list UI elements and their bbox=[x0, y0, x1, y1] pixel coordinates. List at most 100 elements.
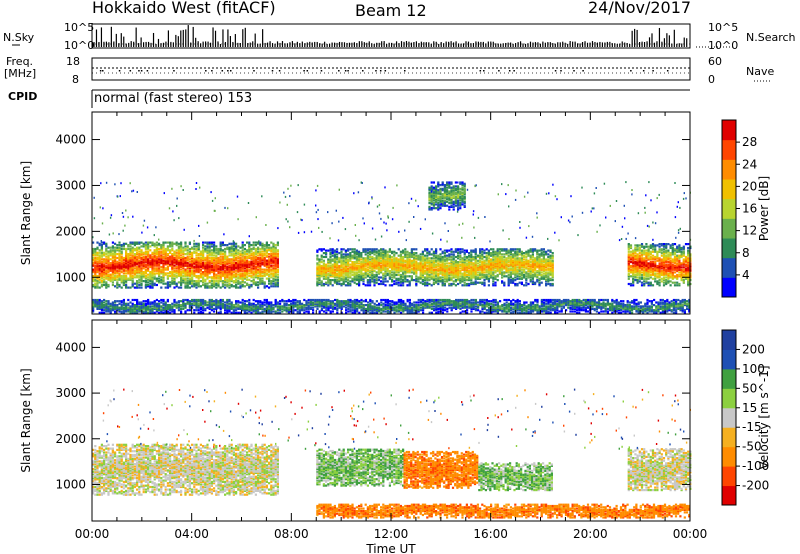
rti-cell bbox=[215, 256, 218, 260]
rti-cell bbox=[408, 275, 411, 278]
rti-cell bbox=[186, 285, 189, 288]
rti-cell bbox=[333, 270, 336, 273]
nave-dot bbox=[554, 70, 557, 72]
rti-cell bbox=[166, 256, 169, 260]
rti-cell bbox=[125, 256, 128, 260]
rti-cell bbox=[344, 272, 347, 275]
rti-cell bbox=[270, 249, 273, 252]
rti-cell bbox=[173, 253, 176, 256]
rti-cell bbox=[96, 254, 99, 257]
rti-cell bbox=[514, 250, 517, 253]
rti-cell bbox=[393, 250, 396, 253]
rti-cell bbox=[250, 254, 253, 257]
rti-cell bbox=[397, 262, 400, 265]
rti-cell bbox=[640, 243, 644, 246]
rti-cell bbox=[254, 274, 257, 278]
rti-cell bbox=[111, 241, 114, 244]
rti-cell bbox=[138, 241, 141, 244]
rti-cell bbox=[274, 273, 277, 276]
rti-cell bbox=[129, 286, 132, 289]
rti-cell bbox=[204, 247, 207, 251]
rti-cell bbox=[492, 248, 495, 251]
rti-cell bbox=[221, 285, 224, 288]
rti-cell bbox=[177, 260, 180, 263]
rti-cell bbox=[263, 260, 266, 263]
rti-cell bbox=[371, 252, 374, 255]
rti-cell bbox=[243, 251, 246, 254]
rti-cell bbox=[173, 260, 176, 263]
rti-cell bbox=[118, 256, 121, 260]
rti-cell bbox=[202, 263, 205, 266]
rti-cell bbox=[325, 252, 328, 255]
rti-cell bbox=[131, 285, 134, 288]
rti-cell bbox=[382, 250, 385, 253]
rti-cell bbox=[322, 282, 325, 286]
rti-cell bbox=[221, 260, 224, 263]
rti-cell bbox=[197, 246, 200, 249]
rti-cell bbox=[199, 256, 202, 260]
rti-cell bbox=[364, 248, 367, 251]
rti-cell bbox=[160, 271, 163, 274]
rti-cell bbox=[643, 282, 646, 286]
rti-cell bbox=[377, 257, 380, 260]
rti-cell bbox=[344, 280, 347, 283]
rti-cell bbox=[210, 267, 213, 270]
rti-cell bbox=[340, 268, 343, 271]
rti-cell bbox=[261, 250, 264, 253]
rti-cell bbox=[180, 280, 183, 283]
rti-cell bbox=[318, 266, 321, 269]
rti-cell bbox=[377, 264, 380, 268]
rti-cell bbox=[197, 269, 200, 272]
rti-cell bbox=[272, 274, 275, 278]
rti-cell bbox=[325, 264, 328, 268]
rti-cell bbox=[342, 248, 345, 251]
rti-cell bbox=[221, 256, 224, 260]
rti-cell bbox=[224, 278, 227, 281]
rti-cell bbox=[118, 283, 121, 287]
rti-cell bbox=[320, 266, 323, 269]
rti-cell bbox=[109, 265, 112, 269]
rti-cell bbox=[147, 263, 150, 266]
rti-cell bbox=[169, 259, 172, 262]
rti-cell bbox=[342, 263, 345, 266]
rti-cell bbox=[100, 285, 103, 288]
rti-cell bbox=[243, 274, 246, 278]
rti-cell bbox=[114, 276, 117, 279]
rti-cell bbox=[180, 260, 183, 263]
rti-cell bbox=[206, 241, 209, 244]
rti-cell bbox=[114, 272, 117, 275]
rti-cell bbox=[98, 260, 101, 263]
rti-cell bbox=[184, 249, 187, 252]
rti-cell bbox=[197, 283, 200, 287]
rti-cell bbox=[342, 261, 345, 264]
rti-cell bbox=[472, 262, 475, 265]
rti-cell bbox=[375, 250, 378, 253]
rti-cell bbox=[149, 277, 152, 280]
rti-cell bbox=[270, 276, 273, 279]
rti-cell bbox=[155, 255, 158, 258]
rti-cell bbox=[103, 276, 106, 279]
rti-cell bbox=[520, 271, 523, 274]
rti-cell bbox=[164, 256, 167, 260]
rti-cell bbox=[153, 253, 156, 256]
rti-cell bbox=[191, 263, 194, 266]
rti-cell bbox=[272, 269, 275, 272]
rti-cell bbox=[540, 271, 543, 274]
rti-cell bbox=[369, 250, 372, 253]
rti-cell bbox=[118, 274, 121, 278]
rti-cell bbox=[184, 268, 187, 271]
rti-cell bbox=[355, 279, 358, 282]
rti-cell bbox=[131, 256, 134, 260]
rti-cell bbox=[138, 250, 141, 253]
rti-cell bbox=[384, 268, 387, 271]
rti-cell bbox=[155, 244, 158, 247]
rti-cell bbox=[270, 280, 273, 283]
rti-cell bbox=[428, 257, 431, 260]
rti-cell bbox=[100, 283, 103, 287]
rti-cell bbox=[199, 259, 202, 262]
rti-cell bbox=[142, 259, 145, 262]
rti-cell bbox=[421, 262, 424, 265]
rti-cell bbox=[147, 247, 150, 251]
rti-cell bbox=[92, 250, 95, 253]
rti-cell bbox=[316, 275, 319, 278]
